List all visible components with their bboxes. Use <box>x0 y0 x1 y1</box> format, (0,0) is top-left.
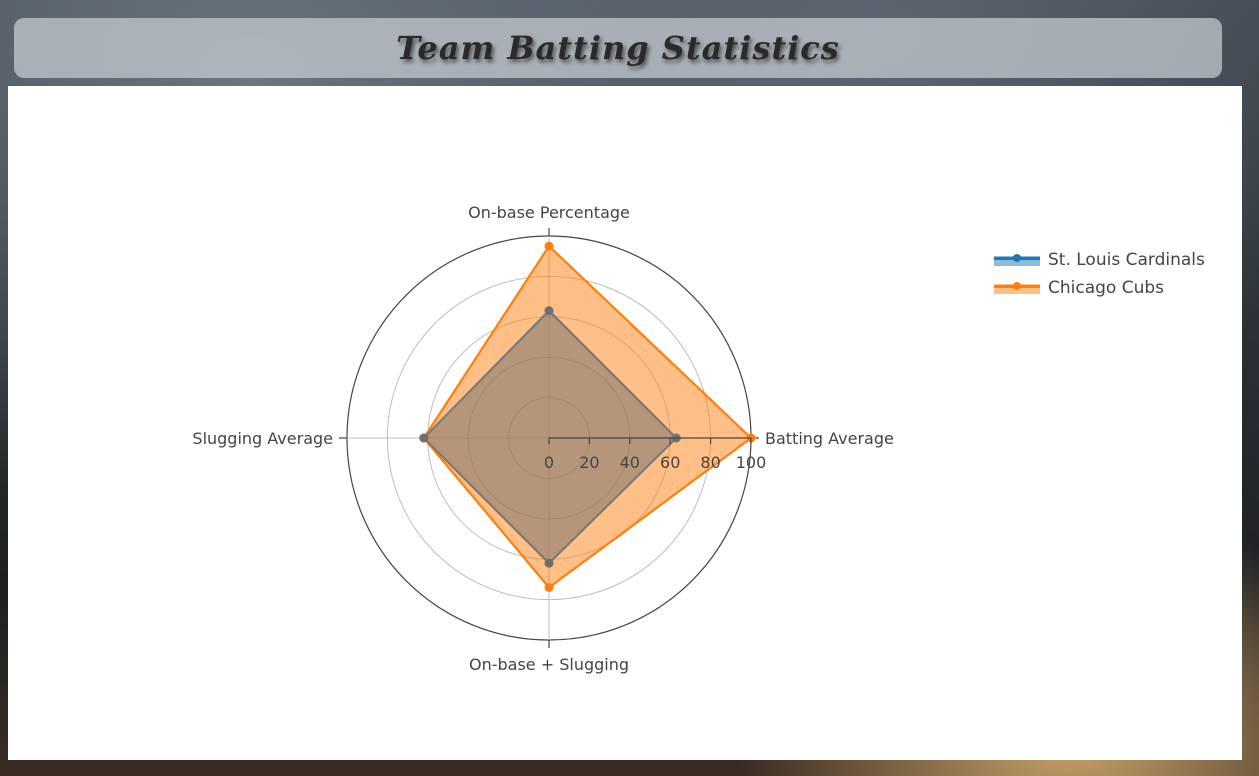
page-title: Team Batting Statistics <box>396 29 840 67</box>
radial-tick-label-1: 20 <box>579 453 599 472</box>
radial-tick-label-4: 80 <box>700 453 720 472</box>
legend-item-cardinals[interactable]: St. Louis Cardinals <box>994 246 1205 274</box>
legend-label-cubs: Chicago Cubs <box>1048 278 1165 298</box>
radial-tick-label-5: 100 <box>736 453 767 472</box>
series-0-point-3 <box>544 558 554 568</box>
series-0-point-2 <box>419 433 429 443</box>
axis-label-3: On-base + Slugging <box>469 655 629 674</box>
legend-swatch-cardinals <box>994 252 1040 268</box>
title-bar: Team Batting Statistics <box>14 18 1222 78</box>
legend: St. Louis Cardinals Chicago Cubs <box>994 246 1205 302</box>
legend-label-cardinals: St. Louis Cardinals <box>1048 250 1205 270</box>
axis-label-2: Slugging Average <box>192 429 333 448</box>
legend-item-cubs[interactable]: Chicago Cubs <box>994 274 1205 302</box>
series-1-point-3 <box>544 582 554 592</box>
plot-panel: 0 20 40 60 80 100 Batting Average On-base Perce… <box>8 86 1242 760</box>
series-0-point-1 <box>544 306 554 316</box>
legend-swatch-cubs <box>994 280 1040 296</box>
axis-label-0: Batting Average <box>765 429 894 448</box>
radial-tick-label-3: 60 <box>660 453 680 472</box>
radial-tick-label-2: 40 <box>620 453 640 472</box>
series-1-point-1 <box>544 241 554 251</box>
radial-tick-label-0: 0 <box>544 453 554 472</box>
axis-label-1: On-base Percentage <box>468 203 630 222</box>
radar-chart: 0 20 40 60 80 100 Batting Average On-base Perce… <box>192 203 894 674</box>
